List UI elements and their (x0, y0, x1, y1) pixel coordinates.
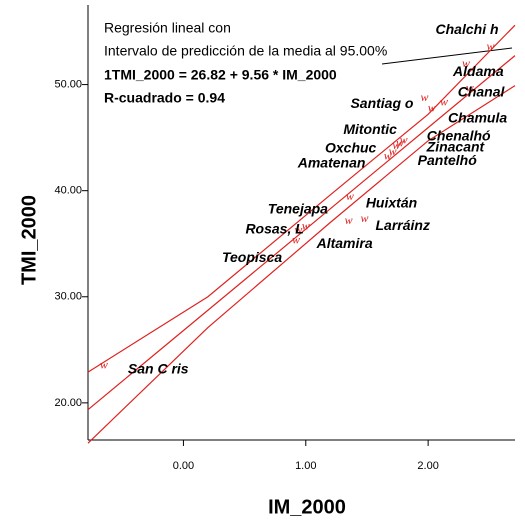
point-label: Amatenan (297, 154, 366, 170)
point-label: Teopisca (222, 249, 282, 265)
annotation: Regresión lineal con (104, 20, 231, 36)
point-label: Altamira (316, 235, 373, 251)
point-label: Zinacant (426, 139, 486, 155)
y-axis-title: TMI_2000 (18, 195, 40, 285)
point: w (466, 81, 474, 95)
fit-line (87, 85, 516, 444)
point-label: Pantelhó (418, 152, 478, 168)
y-tick-label: 20.00 (54, 397, 82, 409)
point-label: Aldama (452, 63, 504, 79)
point: w (384, 148, 392, 162)
point: w (440, 94, 448, 108)
point-label: Chamula (448, 109, 507, 125)
point: w (345, 213, 353, 227)
point: w (361, 211, 369, 225)
point: w (428, 101, 436, 115)
annotation: Intervalo de predicción de la media al 9… (104, 43, 387, 59)
point: w (292, 232, 300, 246)
point-label: Tenejapa (268, 200, 328, 216)
point-label: Huixtán (366, 195, 417, 211)
y-tick-label: 50.00 (54, 78, 82, 90)
point-label: Chanal (458, 84, 506, 100)
annotation: 1TMI_2000 = 26.82 + 9.56 * IM_2000 (104, 67, 337, 83)
point-label: Santiag o (350, 95, 413, 111)
y-tick-label: 30.00 (54, 291, 82, 303)
y-tick-label: 40.00 (54, 185, 82, 197)
point: w (487, 39, 495, 53)
point-label: San C ris (128, 360, 189, 376)
point-label: Rosas, L (245, 221, 303, 237)
point: w (396, 136, 404, 150)
point: w (420, 90, 428, 104)
point: w (462, 56, 470, 70)
x-tick-label: 2.00 (417, 460, 438, 472)
point: w (392, 138, 400, 152)
x-tick-label: 1.00 (295, 460, 316, 472)
fit-line (87, 55, 516, 411)
point: w (100, 357, 108, 371)
point-label: Larráinz (376, 217, 430, 233)
point-label: Chenalhó (427, 128, 491, 144)
point: w (302, 218, 310, 232)
point-label: Chalchi h (436, 21, 499, 37)
point: w (400, 133, 408, 147)
point: w (346, 189, 354, 203)
x-axis-title: IM_2000 (268, 496, 346, 518)
x-tick-label: 0.00 (173, 460, 194, 472)
point: w (389, 144, 397, 158)
annotation: R-cuadrado = 0.94 (104, 90, 225, 106)
point-label: Oxchuc (325, 140, 377, 156)
fit-line (87, 24, 516, 373)
point: w (294, 223, 302, 237)
point-label: Mitontic (343, 121, 397, 137)
